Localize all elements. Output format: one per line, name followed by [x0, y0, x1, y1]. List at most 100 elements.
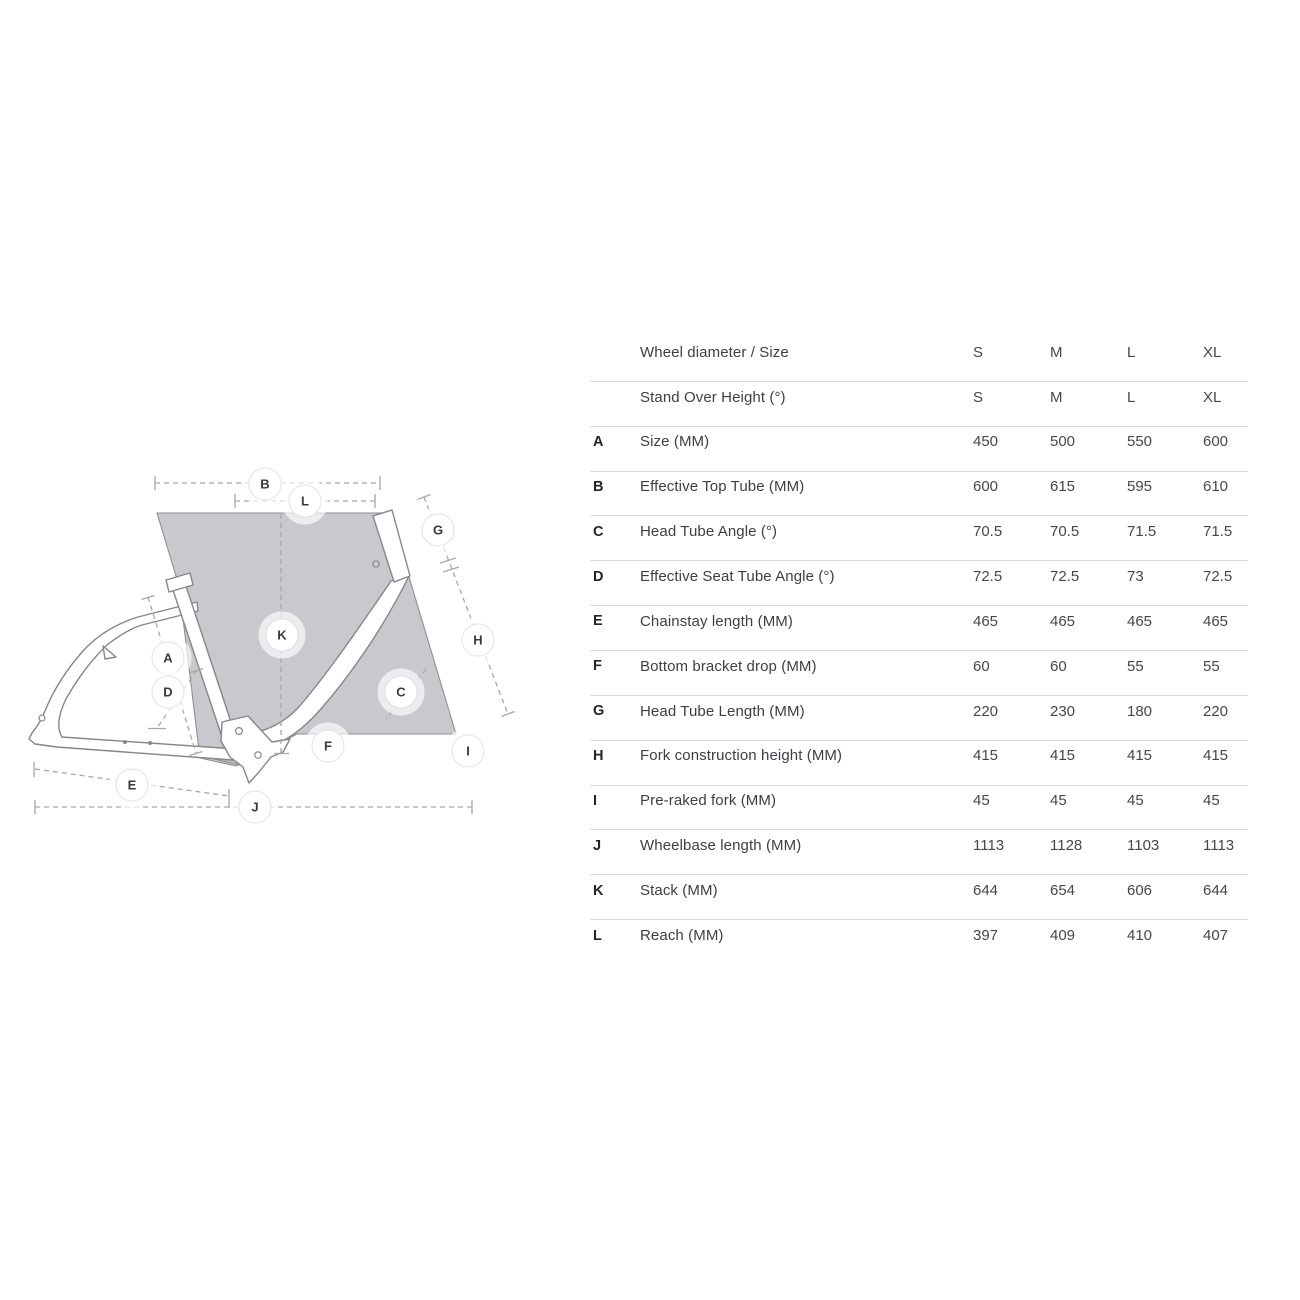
- diagram-label-A: A: [144, 634, 192, 682]
- label-letter: L: [301, 494, 309, 509]
- row-value: 415: [1203, 747, 1229, 765]
- label-letter: F: [324, 739, 332, 754]
- label-halo-ring: [144, 668, 192, 716]
- row-value: 1113: [973, 837, 1005, 855]
- label-halo-ring: [281, 477, 329, 525]
- label-letter: B: [260, 477, 269, 492]
- label-letter: H: [473, 633, 482, 648]
- bottom-bracket-hole: [235, 726, 244, 735]
- row-letter: I: [593, 792, 598, 809]
- label-letter: C: [396, 685, 406, 700]
- table-row: J Wheelbase length (MM) 1113 1128 1103 1113: [590, 830, 1248, 876]
- bike-geometry-diagram: B L G K A D C H F I E J: [28, 460, 515, 831]
- chainstay-rivet-2: [148, 741, 152, 745]
- table-row: A Size (MM) 450 500 550 600: [590, 427, 1248, 472]
- row-value: 409: [1050, 927, 1076, 945]
- row-value: 220: [973, 702, 999, 720]
- label-halo-ring: [414, 506, 462, 554]
- table-row: F Bottom bracket drop (MM) 60 60 55 55: [590, 651, 1248, 696]
- diagram-labels: B L G K A D C H F I E J: [108, 460, 502, 831]
- row-value: 71.5: [1203, 523, 1233, 541]
- row-value: 55: [1127, 657, 1144, 675]
- table-row: I Pre-raked fork (MM) 45 45 45 45: [590, 786, 1248, 831]
- diagram-label-L: L: [281, 477, 329, 525]
- chainstay-rivet: [123, 740, 127, 744]
- row-value: 72.5: [973, 568, 1003, 585]
- row-value: 45: [973, 792, 990, 810]
- row-letter: G: [593, 703, 605, 720]
- row-value: 465: [1127, 612, 1153, 630]
- row-label: Wheel diameter / Size: [640, 343, 789, 361]
- diagram-label-E: E: [108, 761, 156, 809]
- row-value: 70.5: [973, 523, 1003, 541]
- row-value: 72.5: [1050, 568, 1080, 585]
- label-letter: A: [163, 651, 173, 666]
- row-value: 60: [973, 657, 990, 675]
- row-value: S: [973, 388, 984, 406]
- row-letter: L: [593, 927, 602, 944]
- table-row: H Fork construction height (MM) 415 415 415 4…: [590, 741, 1248, 786]
- row-value: 465: [1050, 612, 1076, 630]
- label-disc: [451, 734, 485, 768]
- row-value: 610: [1203, 478, 1229, 496]
- row-value: 60: [1050, 657, 1067, 675]
- row-value: 397: [973, 927, 999, 945]
- diagram-label-I: I: [444, 727, 492, 775]
- label-disc: [288, 484, 322, 518]
- row-letter: K: [593, 882, 604, 899]
- dim-line-D: [156, 669, 198, 729]
- diagram-label-C: C: [377, 668, 425, 716]
- row-value: 45: [1050, 792, 1067, 810]
- row-value: 500: [1050, 433, 1076, 451]
- row-value: 410: [1127, 927, 1153, 945]
- row-value: 220: [1203, 702, 1229, 720]
- label-letter: E: [128, 778, 137, 793]
- table-row: K Stack (MM) 644 654 606 644: [590, 875, 1248, 921]
- gusset-hole: [372, 560, 380, 568]
- row-label: Size (MM): [640, 433, 710, 451]
- row-value: 600: [1203, 433, 1229, 451]
- geometry-table: Wheel diameter / Size S M L XL Stand Over Hei…: [590, 337, 1248, 965]
- row-value: 73: [1127, 568, 1144, 585]
- row-label: Effective Seat Tube Angle (°): [640, 568, 835, 585]
- table-row: L Reach (MM) 397 409 410 407: [590, 920, 1248, 965]
- row-letter: F: [593, 658, 602, 675]
- row-value: 72.5: [1203, 568, 1233, 585]
- table-row: Wheel diameter / Size S M L XL: [590, 337, 1248, 382]
- dim-ticks: [33, 476, 515, 814]
- row-value: 600: [973, 478, 999, 496]
- dim-line-E: [34, 768, 230, 797]
- row-value: 615: [1050, 478, 1076, 496]
- row-value: 1128: [1050, 837, 1083, 855]
- row-value: L: [1127, 388, 1136, 406]
- table-row: D Effective Seat Tube Angle (°) 72.5 72.5 73…: [590, 561, 1248, 607]
- row-value: 45: [1203, 792, 1220, 810]
- diagram-label-F: F: [304, 722, 352, 770]
- row-value: 465: [973, 612, 999, 630]
- row-value: 1113: [1203, 837, 1235, 855]
- label-halo-ring: [444, 727, 492, 775]
- row-value: XL: [1203, 343, 1222, 361]
- seat-clamp: [165, 572, 194, 593]
- diagram-label-K: K: [258, 611, 306, 659]
- row-letter: A: [593, 433, 604, 450]
- row-letter: J: [593, 837, 602, 854]
- row-value: M: [1050, 343, 1063, 361]
- row-label: Chainstay length (MM): [640, 612, 793, 630]
- row-letter: E: [593, 613, 603, 630]
- row-value: 230: [1050, 702, 1076, 720]
- label-disc: [151, 675, 185, 709]
- diagram-label-D: D: [144, 668, 192, 716]
- row-value: 180: [1127, 702, 1153, 720]
- row-label: Bottom bracket drop (MM): [640, 657, 817, 675]
- row-label: Fork construction height (MM): [640, 747, 843, 765]
- label-letter: G: [433, 523, 443, 538]
- rear-dropout-hole: [38, 714, 46, 722]
- table-row: C Head Tube Angle (°) 70.5 70.5 71.5 71.5: [590, 516, 1248, 562]
- row-label: Reach (MM): [640, 927, 724, 945]
- row-value: L: [1127, 343, 1136, 361]
- label-disc: [311, 729, 345, 763]
- head-tube: [372, 509, 411, 583]
- row-value: 55: [1203, 657, 1220, 675]
